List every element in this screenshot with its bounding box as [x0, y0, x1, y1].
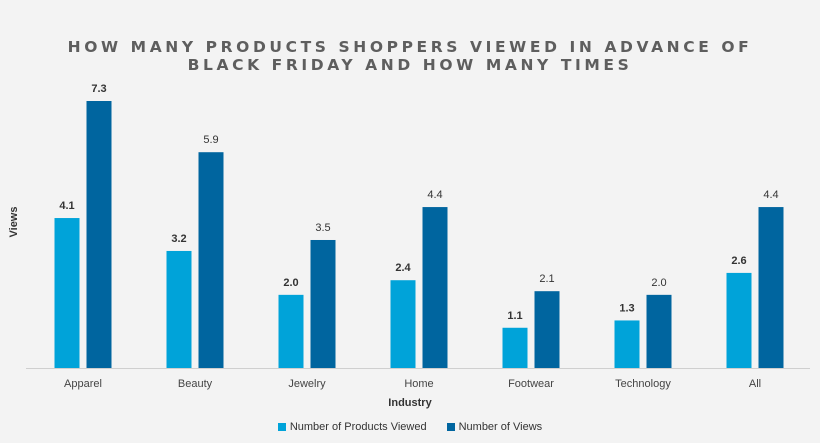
x-tick-label-footwear: Footwear [508, 378, 554, 390]
x-tick-label-jewelry: Jewelry [288, 378, 326, 390]
bar-number-of-products-viewed-beauty [166, 250, 192, 368]
data-label-number-of-products-viewed-all: 2.6 [731, 255, 746, 267]
legend: Number of Products Viewed Number of View… [0, 421, 820, 433]
data-label-number-of-products-viewed-jewelry: 2.0 [283, 277, 298, 289]
bar-number-of-products-viewed-jewelry [278, 294, 304, 368]
legend-swatch-products-viewed [277, 423, 286, 431]
bar-number-of-views-beauty [198, 152, 224, 368]
bar-number-of-views-apparel [86, 101, 112, 368]
bar-number-of-products-viewed-apparel [54, 218, 80, 368]
bar-number-of-views-technology [646, 294, 672, 368]
x-tick-label-beauty: Beauty [178, 378, 213, 390]
bar-number-of-views-jewelry [310, 239, 336, 368]
data-label-number-of-views-footwear: 2.1 [539, 273, 554, 285]
legend-item-views: Number of Views [446, 421, 543, 433]
legend-swatch-views [446, 423, 455, 431]
data-label-number-of-products-viewed-apparel: 4.1 [59, 200, 74, 212]
bar-number-of-products-viewed-footwear [502, 327, 528, 368]
x-tick-label-technology: Technology [615, 378, 671, 390]
bar-number-of-products-viewed-home [390, 280, 416, 368]
x-tick-label-home: Home [404, 378, 433, 390]
bar-number-of-views-all [758, 207, 784, 368]
x-axis-title: Industry [388, 397, 432, 409]
legend-item-products-viewed: Number of Products Viewed [277, 421, 427, 433]
bar-number-of-products-viewed-technology [614, 320, 640, 368]
data-label-number-of-views-technology: 2.0 [651, 277, 666, 289]
bar-number-of-views-home [422, 207, 448, 368]
data-label-number-of-views-jewelry: 3.5 [315, 222, 330, 234]
data-label-number-of-views-apparel: 7.3 [91, 83, 106, 95]
data-label-number-of-products-viewed-technology: 1.3 [619, 302, 634, 314]
legend-label-products-viewed: Number of Products Viewed [289, 421, 427, 433]
data-label-number-of-products-viewed-home: 2.4 [395, 262, 411, 274]
legend-label-views: Number of Views [458, 421, 543, 433]
data-label-number-of-views-all: 4.4 [763, 189, 778, 201]
data-label-number-of-views-home: 4.4 [427, 189, 442, 201]
chart-title: How many products shoppers viewed in adv… [67, 38, 753, 74]
bar-number-of-products-viewed-all [726, 272, 752, 368]
y-axis-title: Views [8, 207, 20, 238]
x-tick-label-all: All [749, 378, 761, 390]
bar-number-of-views-footwear [534, 291, 560, 368]
x-tick-label-apparel: Apparel [64, 378, 102, 390]
data-label-number-of-products-viewed-beauty: 3.2 [171, 233, 186, 245]
data-label-number-of-products-viewed-footwear: 1.1 [507, 310, 522, 322]
data-label-number-of-views-beauty: 5.9 [203, 134, 218, 146]
